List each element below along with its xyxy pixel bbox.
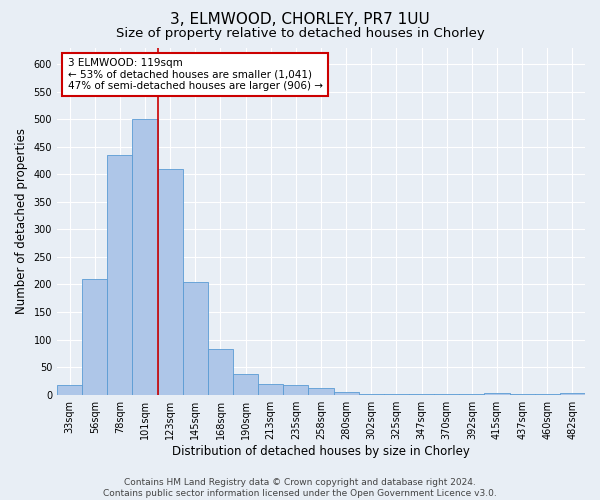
- Text: 3, ELMWOOD, CHORLEY, PR7 1UU: 3, ELMWOOD, CHORLEY, PR7 1UU: [170, 12, 430, 28]
- Text: Size of property relative to detached houses in Chorley: Size of property relative to detached ho…: [116, 28, 484, 40]
- Bar: [484, 392, 509, 394]
- Bar: [158, 168, 183, 394]
- Text: 3 ELMWOOD: 119sqm
← 53% of detached houses are smaller (1,041)
47% of semi-detac: 3 ELMWOOD: 119sqm ← 53% of detached hous…: [68, 58, 323, 91]
- Bar: [57, 385, 82, 394]
- Bar: [560, 392, 585, 394]
- X-axis label: Distribution of detached houses by size in Chorley: Distribution of detached houses by size …: [172, 444, 470, 458]
- Bar: [233, 374, 258, 394]
- Bar: [258, 384, 283, 394]
- Bar: [133, 119, 158, 394]
- Bar: [208, 349, 233, 395]
- Bar: [308, 388, 334, 394]
- Bar: [107, 155, 133, 394]
- Y-axis label: Number of detached properties: Number of detached properties: [15, 128, 28, 314]
- Bar: [283, 385, 308, 394]
- Bar: [183, 282, 208, 395]
- Bar: [334, 392, 359, 394]
- Bar: [82, 279, 107, 394]
- Text: Contains HM Land Registry data © Crown copyright and database right 2024.
Contai: Contains HM Land Registry data © Crown c…: [103, 478, 497, 498]
